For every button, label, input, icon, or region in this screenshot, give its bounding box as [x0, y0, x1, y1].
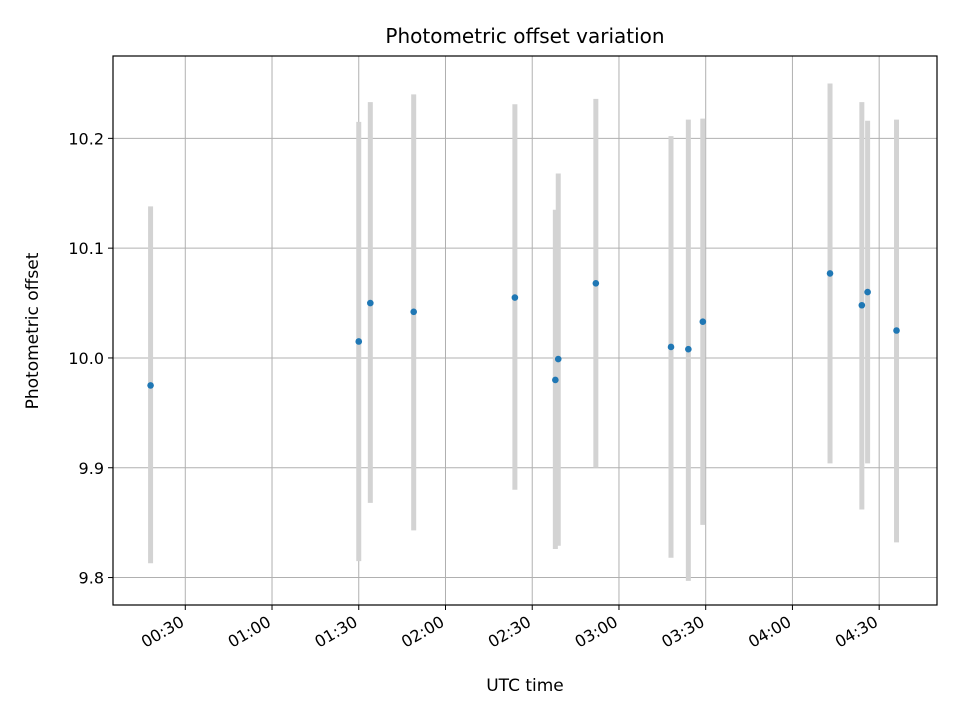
data-point — [147, 382, 154, 389]
grid — [113, 56, 937, 605]
x-axis-title: UTC time — [486, 676, 564, 696]
data-point — [592, 279, 600, 287]
data-point — [826, 270, 834, 277]
y-tick-label: 10.0 — [68, 349, 104, 368]
data-point — [864, 288, 871, 296]
y-tick-label: 9.9 — [79, 459, 104, 478]
data-point — [355, 338, 363, 345]
data-point — [367, 299, 374, 307]
data-point — [858, 301, 866, 309]
data-points — [147, 270, 900, 389]
data-point — [685, 345, 692, 353]
y-tick-label: 10.1 — [68, 239, 104, 258]
y-tick-label: 10.2 — [68, 129, 104, 148]
data-point — [667, 343, 675, 351]
plot-frame — [112, 55, 938, 606]
data-point — [893, 327, 900, 334]
data-point — [410, 308, 417, 316]
chart-title: Photometric offset variation — [385, 24, 664, 48]
data-point — [699, 318, 707, 326]
y-axis-ticks: 9.8 9.9 10.0 10.1 10.2 — [68, 129, 113, 588]
y-axis-title: Photometric offset — [23, 252, 43, 409]
data-point — [511, 294, 519, 301]
data-point — [554, 355, 562, 363]
data-point — [552, 376, 559, 384]
y-tick-label: 9.8 — [79, 569, 104, 588]
